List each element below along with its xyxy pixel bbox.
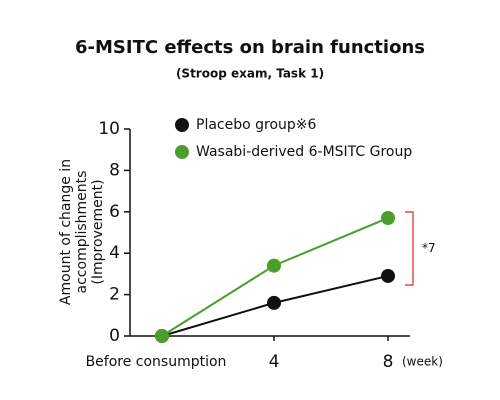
y-axis-label: accomplishments: [74, 171, 90, 294]
y-tick-label: 6: [109, 202, 120, 222]
legend-marker: [175, 145, 189, 159]
x-tick-label: 4: [269, 352, 280, 372]
data-point: [267, 258, 281, 273]
y-axis-label: (Improvement): [90, 179, 106, 284]
annotation: *7: [422, 241, 436, 255]
y-tick-label: 2: [109, 285, 120, 305]
series-line: [161, 217, 389, 337]
data-point: [267, 295, 281, 310]
x-tick-label: Before consumption: [86, 354, 227, 370]
legend-label: Placebo group※6: [196, 117, 317, 133]
data-point: [381, 211, 395, 226]
chart-subtitle: (Stroop exam, Task 1): [176, 67, 324, 81]
chart-title: 6-MSITC effects on brain functions: [75, 37, 425, 58]
y-tick-label: 10: [98, 119, 120, 139]
legend-label: Wasabi-derived 6-MSITC Group: [196, 144, 412, 160]
significance-bracket: [405, 211, 414, 286]
x-tick-label: 8: [383, 352, 394, 372]
x-axis-label: (week): [402, 355, 443, 369]
legend-marker: [175, 118, 189, 132]
data-point: [381, 268, 395, 283]
y-axis-label: Amount of change in: [58, 159, 74, 305]
y-tick-label: 8: [109, 160, 120, 180]
y-tick-label: 0: [109, 326, 120, 346]
y-tick-label: 4: [109, 243, 120, 263]
data-point: [155, 329, 169, 343]
